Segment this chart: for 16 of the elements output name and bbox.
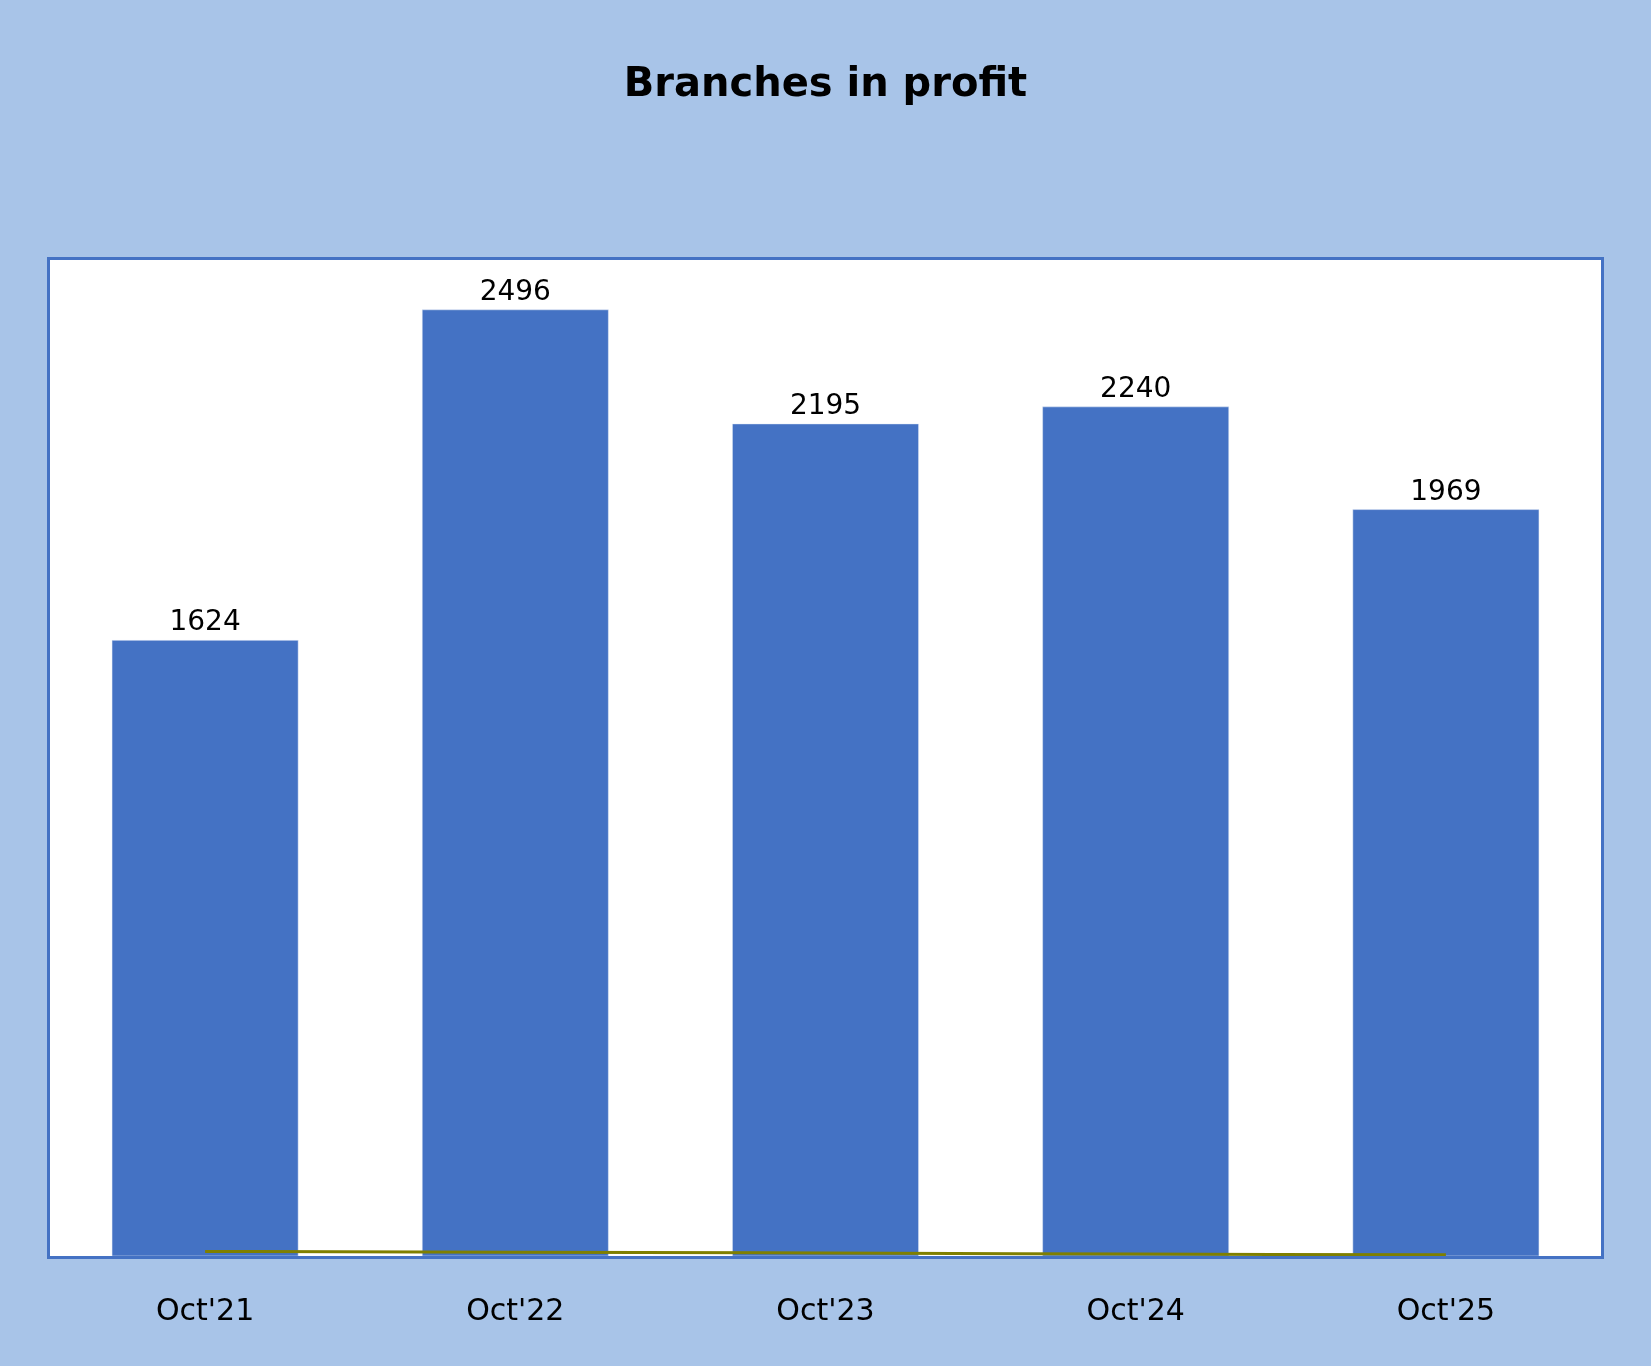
bar [111, 640, 299, 1256]
data-label: 2240 [1100, 370, 1172, 404]
x-tick-label: Oct'25 [1396, 1292, 1496, 1327]
bar [732, 423, 919, 1256]
data-label: 2195 [789, 387, 862, 421]
x-tick-label: Oct'21 [155, 1292, 255, 1327]
data-label: 2496 [479, 273, 551, 307]
data-label: 1969 [1410, 473, 1482, 507]
bar [1352, 509, 1540, 1256]
bar [1042, 406, 1230, 1256]
x-tick-label: Oct'22 [466, 1292, 565, 1327]
data-label: 1624 [169, 604, 241, 638]
chart-title: Branches in profit [623, 59, 1028, 106]
x-tick-label: Oct'24 [1086, 1292, 1185, 1327]
x-tick-label: Oct'23 [776, 1292, 875, 1327]
bar [421, 309, 609, 1256]
